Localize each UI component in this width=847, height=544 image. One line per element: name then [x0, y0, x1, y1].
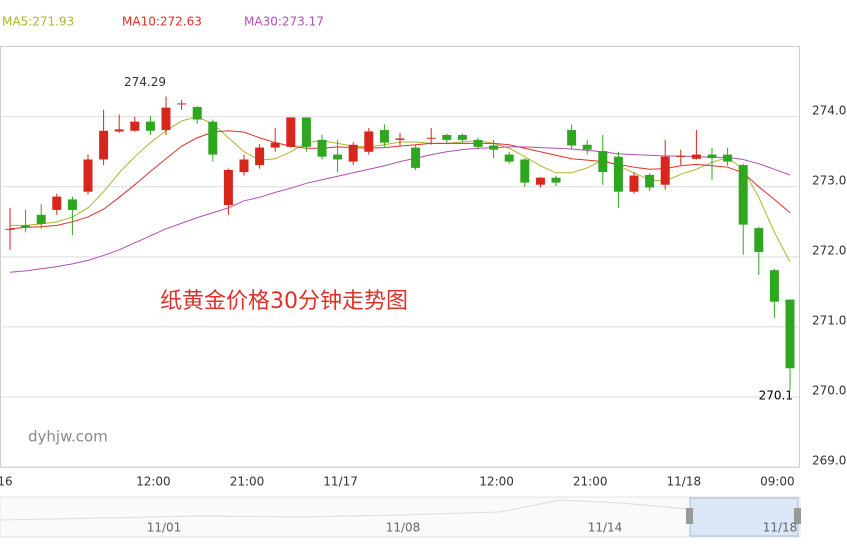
candle-body	[5, 228, 15, 230]
candle-body	[270, 142, 280, 148]
candle-body	[660, 156, 670, 185]
candle-body	[364, 131, 374, 152]
candle-body	[691, 154, 701, 159]
candle-body	[208, 121, 218, 155]
candle-body	[255, 147, 265, 166]
candle-body	[223, 169, 233, 206]
candle-body	[442, 134, 452, 140]
candle-body	[785, 299, 795, 369]
x-tick-label: 12:00	[479, 475, 514, 489]
y-tick-label: 269.00	[812, 454, 847, 468]
candle-body	[567, 130, 577, 146]
candle-body	[582, 144, 592, 150]
candle-body	[192, 106, 202, 120]
candle-body	[177, 103, 187, 105]
candle-body	[645, 174, 655, 188]
y-tick-label: 274.00	[812, 103, 847, 117]
ma-line	[9, 146, 791, 273]
x-tick-label: 12:00	[136, 475, 171, 489]
y-tick-label: 273.00	[812, 173, 847, 187]
candle-body	[379, 130, 389, 143]
candle-body	[348, 144, 358, 162]
chart-title: 纸黄金价格30分钟走势图	[160, 289, 408, 314]
candle-body	[504, 154, 514, 162]
navigator-handle[interactable]	[794, 508, 801, 524]
candle-body	[598, 151, 608, 173]
candle-body	[411, 147, 421, 168]
candle-body	[36, 214, 46, 224]
candle-body	[738, 165, 748, 225]
candle-body	[707, 154, 717, 159]
x-tick-label: 11/17	[323, 475, 358, 489]
candle-body	[52, 196, 62, 210]
candle-body	[130, 121, 140, 131]
candle-body	[473, 139, 483, 147]
candle-body	[629, 175, 639, 192]
candle-body	[489, 145, 499, 150]
candle-body	[551, 177, 561, 183]
x-tick-label: 11/18	[667, 475, 702, 489]
navigator-handle[interactable]	[686, 508, 693, 524]
navigator-label: 11/14	[588, 521, 623, 535]
watermark: dyhjw.com	[28, 428, 108, 446]
navigator-window[interactable]	[689, 497, 799, 537]
candle-body	[317, 139, 327, 157]
legend-entry: MA10:272.63	[122, 15, 202, 29]
x-tick-label: 21:00	[573, 475, 608, 489]
candle-body	[457, 134, 467, 140]
y-tick-label: 270.00	[812, 383, 847, 397]
ma-line	[9, 130, 791, 230]
legend-entry: MA5:271.93	[2, 15, 74, 29]
y-tick-label: 272.00	[812, 243, 847, 257]
min-label: 270.1	[759, 388, 793, 402]
candle-body	[613, 156, 623, 192]
candle-body	[535, 177, 545, 185]
navigator-label: 11/18	[763, 521, 798, 535]
candle-body	[395, 138, 405, 140]
x-tick-label: 16	[0, 475, 13, 489]
candle-body	[520, 159, 530, 183]
candle-body	[769, 270, 779, 302]
candle-body	[426, 137, 436, 139]
candle-body	[114, 129, 124, 132]
candle-body	[723, 154, 733, 162]
candle-body	[301, 117, 311, 147]
candle-body	[754, 228, 764, 252]
x-tick-label: 21:00	[230, 475, 265, 489]
candle-body	[161, 107, 171, 131]
x-tick-label: 09:00	[760, 475, 795, 489]
navigator-label: 11/08	[386, 521, 421, 535]
candle-body	[286, 117, 296, 147]
candle-body	[83, 159, 93, 192]
candle-body	[67, 199, 77, 210]
candle-body	[676, 155, 686, 157]
navigator-line	[0, 499, 801, 521]
y-tick-label: 271.00	[812, 313, 847, 327]
max-label: 274.29	[124, 75, 166, 89]
navigator-label: 11/01	[147, 521, 182, 535]
candle-body	[239, 159, 249, 173]
candle-body	[145, 121, 155, 131]
candle-body	[99, 130, 109, 160]
candle-body	[333, 154, 343, 160]
candle-body	[21, 225, 31, 228]
legend-entry: MA30:273.17	[244, 15, 324, 29]
